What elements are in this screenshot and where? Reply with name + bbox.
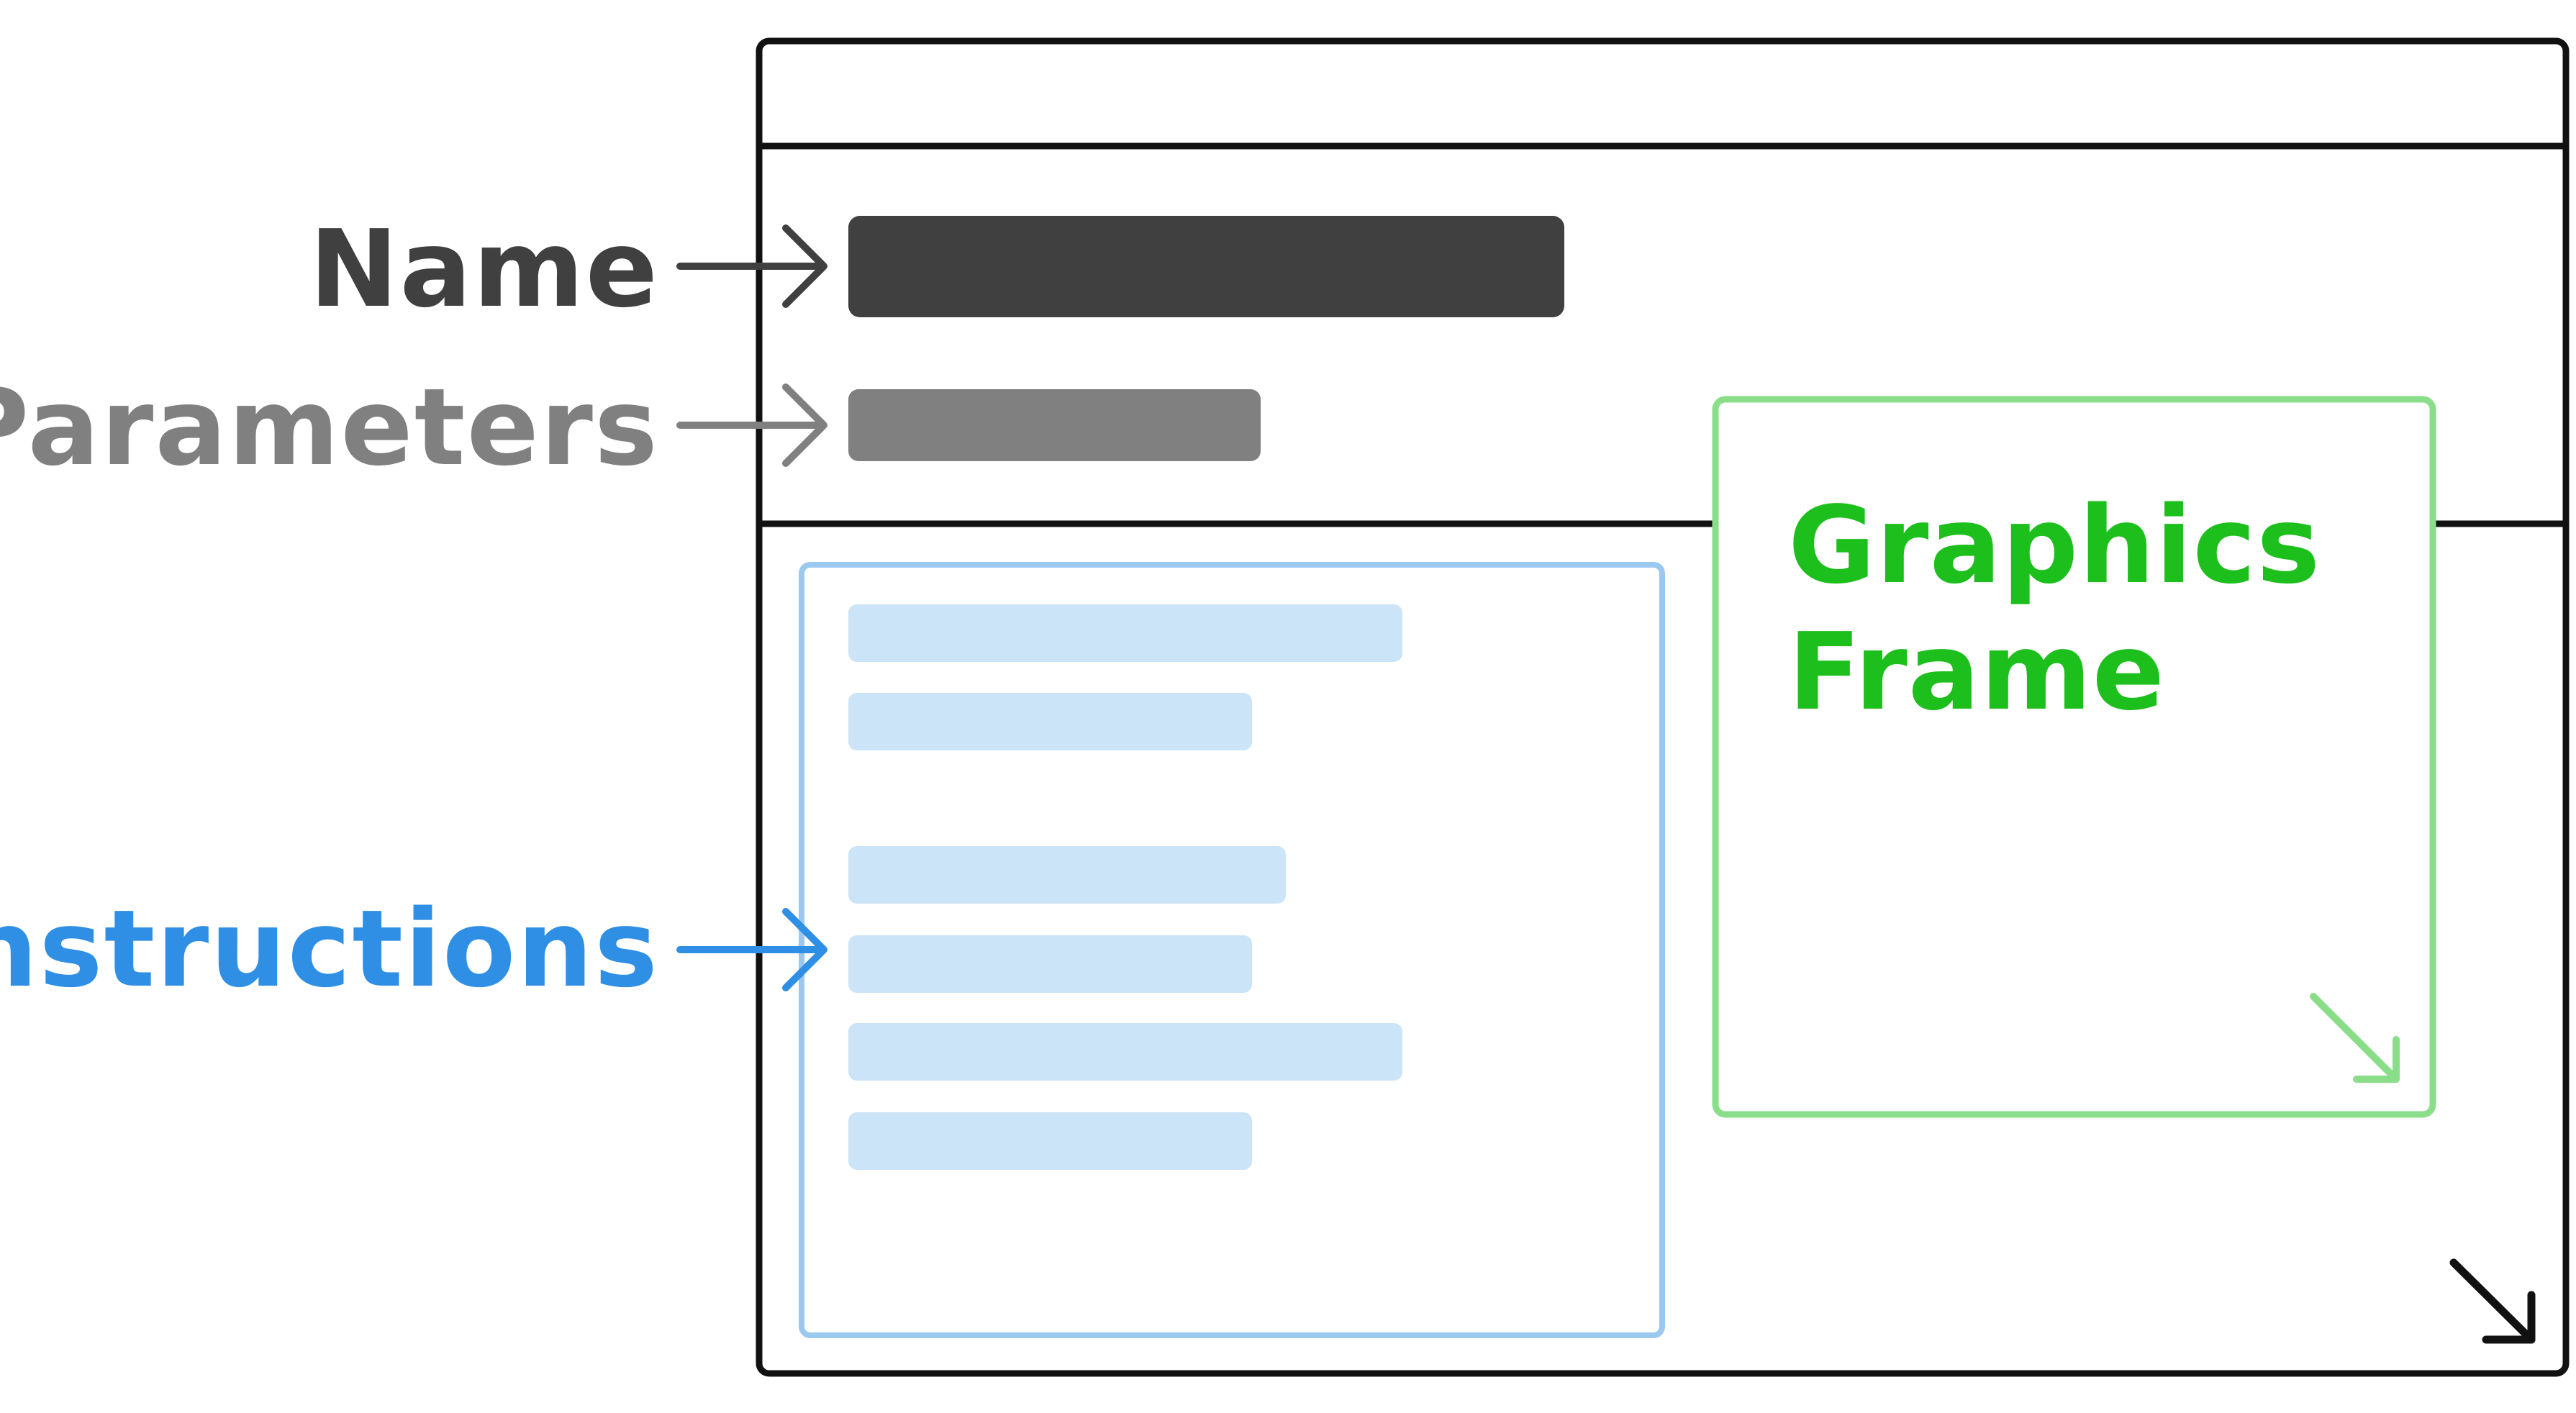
instruction-line bbox=[848, 693, 1252, 750]
instruction-line bbox=[848, 935, 1252, 993]
instructions-callout-label: Instructions bbox=[0, 887, 659, 1011]
parameters-callout-label: Parameters bbox=[0, 365, 659, 489]
graphics-frame-label: Graphics Frame bbox=[1788, 482, 2321, 735]
graphics-frame-label-line2: Frame bbox=[1788, 610, 2166, 734]
graphics-frame-label-line1: Graphics bbox=[1788, 483, 2321, 607]
instruction-line bbox=[848, 1112, 1252, 1170]
instruction-line bbox=[848, 846, 1286, 904]
name-bar bbox=[848, 216, 1564, 317]
name-pointer-arrow bbox=[676, 224, 827, 308]
resize-arrow-icon bbox=[2310, 993, 2400, 1083]
name-callout-label: Name bbox=[309, 207, 659, 331]
instruction-line bbox=[848, 1023, 1402, 1081]
graphics-frame bbox=[1712, 396, 2436, 1118]
instruction-line bbox=[848, 604, 1402, 662]
parameters-pointer-arrow bbox=[676, 383, 827, 467]
resize-arrow-icon[interactable] bbox=[2449, 1258, 2536, 1344]
parameters-bar bbox=[848, 389, 1261, 461]
instructions-pointer-arrow bbox=[676, 908, 827, 991]
